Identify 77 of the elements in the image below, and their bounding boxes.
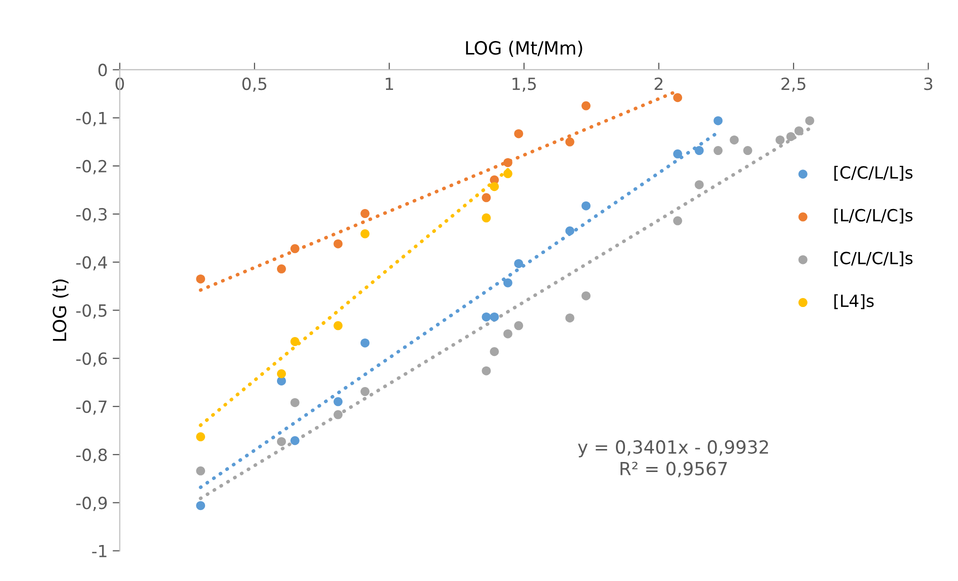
point: [276, 264, 286, 274]
y-tick-label: -0,3: [76, 208, 107, 222]
point: [290, 337, 300, 346]
legend-label: [C/C/L/L]s: [834, 166, 912, 181]
x-tick-label: 2,5: [782, 77, 806, 92]
y-tick-label: -0,6: [76, 352, 107, 367]
point: [743, 146, 752, 156]
point: [290, 244, 300, 254]
point: [714, 146, 723, 156]
x-tick-label: 0,5: [242, 77, 266, 92]
point: [714, 116, 723, 126]
point: [565, 226, 574, 236]
point: [582, 201, 591, 210]
point: [276, 437, 286, 446]
point: [490, 347, 499, 356]
x-tick-label: 1: [386, 78, 394, 90]
point: [196, 466, 206, 476]
point: [786, 132, 796, 142]
x-axis-title: LOG (Mt/Mm): [466, 40, 582, 57]
point: [730, 135, 739, 144]
point: [673, 93, 682, 102]
point: [360, 209, 370, 218]
point: [482, 366, 491, 376]
legend-label: [L/C/L/C]s: [834, 208, 912, 224]
point: [673, 216, 682, 226]
annotation: y = 0,3401x - 0,9932 R² = 0,9567: [578, 440, 768, 478]
point: [196, 432, 206, 442]
point: [334, 397, 343, 406]
point: [334, 410, 343, 420]
y-tick-label: -0,4: [76, 256, 108, 270]
point: [673, 149, 682, 158]
point: [334, 239, 343, 248]
legend-label: [C/L/C/L]s: [834, 251, 912, 266]
y-tick-label: -0,9: [76, 496, 107, 511]
x-tick-label: 0: [116, 77, 124, 90]
point: [503, 158, 512, 168]
point: [196, 274, 206, 284]
point: [805, 116, 814, 126]
point: [196, 501, 206, 510]
point: [776, 135, 785, 144]
point: [503, 278, 512, 288]
point: [290, 436, 300, 446]
point: [582, 291, 591, 300]
legend-label: [L4]s: [834, 294, 874, 310]
x-tick-label: 2: [654, 77, 662, 90]
point: [514, 259, 524, 268]
y-tick-label: -0,5: [76, 304, 106, 319]
y-axis-title: LOG (t): [52, 280, 68, 341]
y-tick-label: -0,1: [76, 112, 106, 126]
point: [794, 126, 804, 136]
point: [490, 182, 499, 192]
y-tick-label: -0,8: [76, 448, 107, 463]
point: [482, 213, 491, 222]
point: [503, 329, 512, 338]
y-tick-label: -0,2: [76, 160, 106, 174]
point: [694, 180, 704, 190]
point: [334, 321, 343, 330]
y-tick-label: 0: [98, 64, 107, 76]
point: [276, 369, 286, 378]
point: [694, 146, 704, 156]
point: [514, 321, 524, 330]
point: [360, 338, 370, 348]
point: [490, 312, 499, 322]
y-tick-label: -1: [92, 544, 106, 558]
point: [290, 398, 300, 408]
x-tick-label: 1,5: [512, 78, 536, 92]
point: [360, 387, 370, 396]
point: [503, 169, 512, 178]
point: [482, 193, 491, 202]
point: [565, 313, 574, 322]
point: [360, 229, 370, 238]
point: [514, 129, 524, 138]
y-tick-label: -0,7: [76, 400, 107, 415]
point: [582, 101, 591, 110]
point: [565, 137, 574, 146]
point: [482, 312, 491, 322]
x-tick-label: 3: [924, 77, 932, 90]
